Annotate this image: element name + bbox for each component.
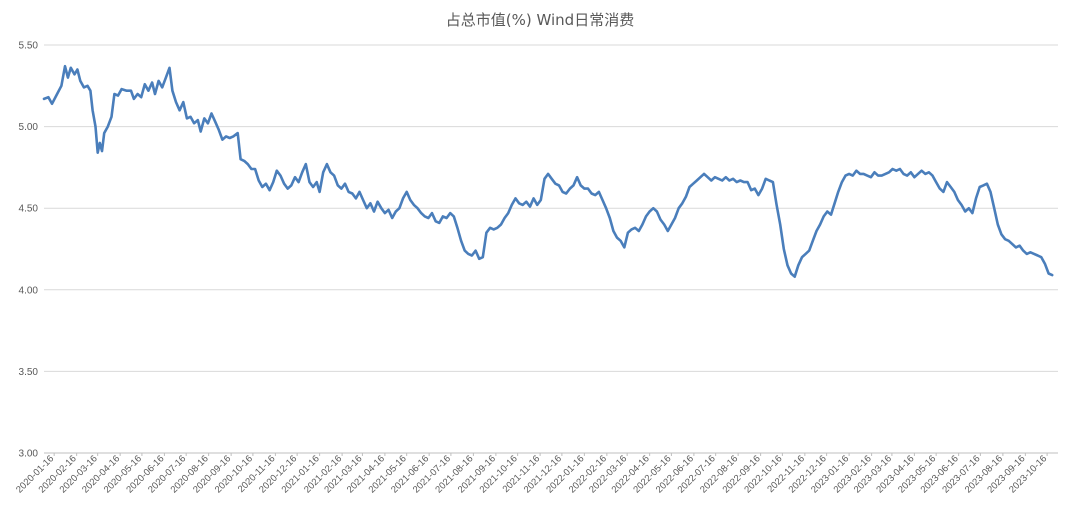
chart-title: 占总市值(%) Wind日常消费 xyxy=(446,11,634,29)
y-tick-label: 5.50 xyxy=(19,41,39,52)
y-tick-label: 4.00 xyxy=(19,285,39,296)
series-line xyxy=(42,64,1054,278)
y-tick-label: 4.50 xyxy=(19,204,39,215)
y-tick-label: 3.50 xyxy=(19,367,39,378)
y-axis: 3.00 3.50 4.00 4.50 5.00 5.50 xyxy=(19,41,39,460)
y-tick-label: 3.00 xyxy=(19,449,39,460)
y-tick-label: 5.00 xyxy=(19,122,39,133)
gridlines xyxy=(44,44,1058,454)
series-group xyxy=(42,64,1054,278)
